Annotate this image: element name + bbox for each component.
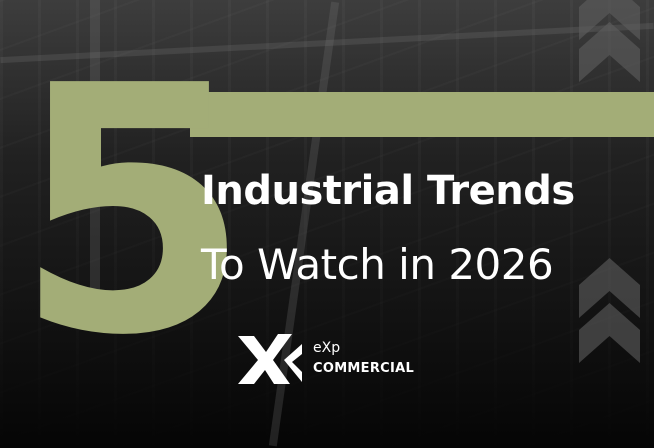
headline-number: 5	[14, 14, 251, 410]
brand-name-top: eXp	[313, 340, 341, 356]
headline-line-1: Industrial Trends	[201, 168, 575, 214]
accent-bar	[190, 92, 654, 137]
headline-line-2: To Watch in 2026	[201, 240, 554, 289]
background-beam	[90, 0, 100, 330]
brand-name-bottom: COMMERCIAL	[313, 361, 415, 376]
exp-x-logo-icon	[238, 334, 302, 384]
